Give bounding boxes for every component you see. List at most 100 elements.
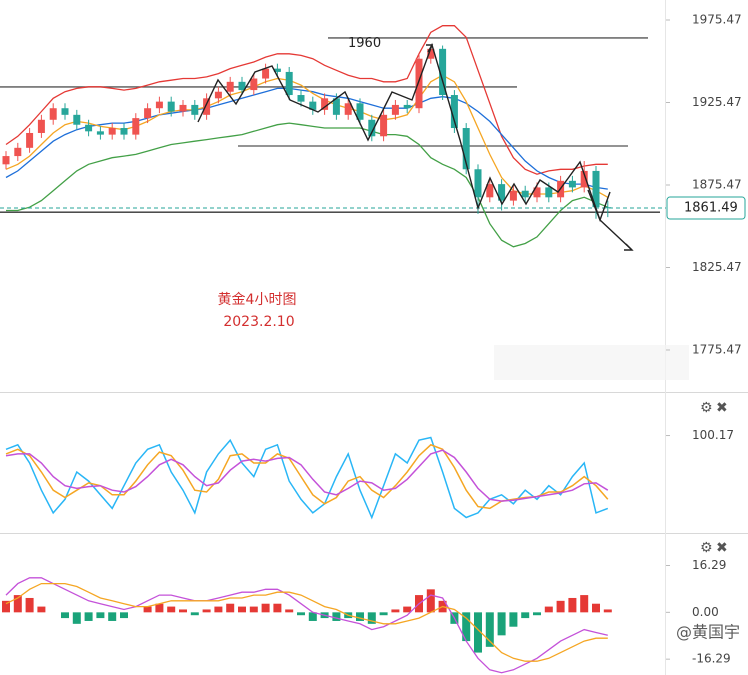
- histogram-bar: [13, 595, 22, 613]
- blur-patch: [494, 345, 689, 380]
- histogram-bar: [2, 600, 10, 613]
- candle-body: [238, 81, 246, 91]
- histogram-bar: [509, 612, 518, 627]
- y-tick-label: 100.17: [692, 428, 734, 442]
- candle-body: [450, 95, 458, 129]
- histogram-bar: [202, 609, 211, 613]
- candle-body: [85, 124, 93, 132]
- histogram-bar: [592, 603, 600, 613]
- candle-body: [155, 101, 163, 109]
- y-tick-label: -16.29: [692, 652, 731, 666]
- candle-body: [415, 58, 423, 109]
- candle-body: [203, 98, 211, 115]
- histogram-bar: [226, 603, 235, 613]
- candle-body: [592, 170, 600, 208]
- histogram-bar: [285, 609, 294, 613]
- indicator-line: [5, 25, 608, 175]
- candle-body: [120, 128, 128, 135]
- candle-body: [61, 108, 69, 115]
- candle-body: [545, 187, 553, 198]
- histogram-bar: [108, 612, 117, 621]
- candle-body: [132, 118, 140, 135]
- indicator-line: [5, 74, 609, 198]
- candle-body: [439, 48, 447, 96]
- candle-body: [498, 184, 506, 201]
- y-tick-label: 1775.47: [692, 342, 742, 356]
- histogram-bar: [379, 612, 388, 616]
- histogram-bar: [190, 612, 199, 616]
- candle-body: [403, 104, 411, 109]
- candle-body: [474, 169, 482, 198]
- candle-body: [179, 104, 187, 112]
- candle-body: [568, 180, 576, 188]
- chart-title: 黄金4小时图: [218, 291, 297, 308]
- current-price-label: 1861.49: [684, 201, 738, 216]
- histogram-bar: [96, 612, 105, 619]
- indicator-line: [5, 582, 608, 662]
- candle-body: [580, 170, 588, 188]
- candle-body: [214, 91, 222, 99]
- candle-body: [14, 147, 22, 157]
- histogram-bar: [120, 612, 128, 619]
- candle-body: [604, 207, 612, 209]
- indicator-line: [5, 449, 609, 502]
- histogram-bar: [297, 612, 305, 616]
- indicator-line: [5, 436, 609, 520]
- chart-subtitle: 2023.2.10: [223, 314, 294, 330]
- candle-body: [144, 108, 152, 119]
- histogram-bar: [273, 603, 282, 613]
- histogram-bar: [143, 606, 152, 613]
- histogram-bar: [367, 612, 376, 624]
- histogram-bar: [403, 606, 412, 613]
- histogram-bar: [25, 597, 34, 613]
- candle-body: [368, 119, 376, 137]
- candle-body: [226, 81, 234, 92]
- candle-body: [37, 119, 45, 133]
- histogram-bar: [544, 606, 553, 613]
- peak-label: 1960: [348, 36, 381, 51]
- y-tick-label: 1875.47: [692, 177, 742, 191]
- histogram-bar: [603, 609, 612, 613]
- histogram-bar: [238, 606, 246, 613]
- indicator-line: [5, 87, 608, 190]
- histogram-bar: [356, 612, 364, 621]
- histogram-bar: [179, 609, 187, 613]
- candle-body: [462, 128, 470, 170]
- y-tick-label: 1925.47: [692, 95, 742, 109]
- settings-icon[interactable]: ⚙: [700, 400, 713, 416]
- candle-body: [167, 101, 175, 112]
- histogram-bar: [485, 612, 494, 647]
- candle-body: [521, 190, 529, 198]
- watermark: @黄国宇: [676, 623, 740, 642]
- histogram-bar: [332, 612, 341, 621]
- histogram-bar: [497, 612, 506, 636]
- close-icon[interactable]: ✖: [716, 400, 728, 416]
- candle-body: [2, 156, 10, 165]
- histogram-bar: [261, 603, 270, 613]
- y-tick-label: 1825.47: [692, 260, 742, 274]
- close-icon[interactable]: ✖: [716, 540, 728, 556]
- settings-icon[interactable]: ⚙: [700, 540, 713, 556]
- histogram-bar: [37, 606, 46, 613]
- y-tick-label: 1975.47: [692, 13, 742, 27]
- histogram-bar: [533, 612, 541, 616]
- candle-body: [309, 101, 317, 110]
- candle-body: [427, 48, 435, 59]
- histogram-bar: [556, 600, 565, 613]
- histogram-bar: [474, 612, 482, 653]
- histogram-bar: [391, 609, 400, 613]
- candle-body: [285, 71, 293, 96]
- candle-body: [391, 104, 399, 115]
- histogram-bar: [155, 603, 164, 613]
- y-tick-label: 0.00: [692, 605, 719, 619]
- candle-body: [344, 103, 352, 115]
- candle-body: [380, 114, 388, 137]
- histogram-bar: [214, 606, 223, 613]
- trend-drawings: [197, 42, 634, 251]
- current-price-box: [666, 196, 746, 220]
- candle-body: [191, 104, 199, 115]
- y-tick-label: 16.29: [692, 558, 726, 572]
- candle-body: [262, 68, 270, 79]
- histogram-bar: [521, 612, 530, 619]
